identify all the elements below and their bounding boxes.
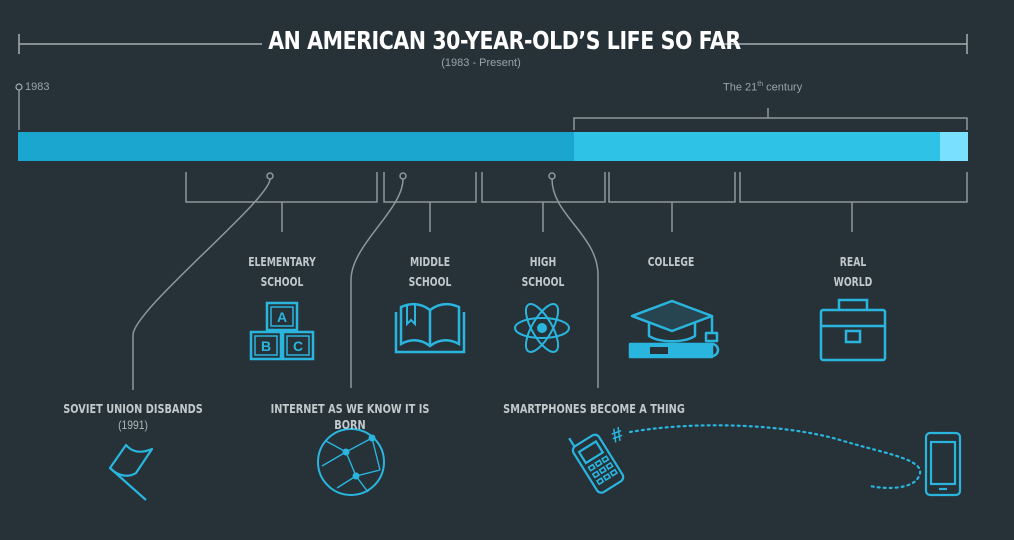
stage-label-college: COLLEGE: [647, 254, 695, 269]
stage-label-high: HIGH SCHOOL: [521, 254, 565, 289]
event-soviet-union: SOVIET UNION DISBANDS (1991): [63, 401, 203, 432]
timeline-bar-20th-century: [18, 132, 574, 161]
event-internet: INTERNET AS WE KNOW IT IS BORN: [270, 401, 430, 432]
bracket-high: [481, 172, 606, 232]
stage-label-elementary: ELEMENTARY SCHOOL: [248, 254, 316, 289]
event-smartphones: SMARTPHONES BECOME A THING: [503, 401, 685, 416]
page-title: AN AMERICAN 30-YEAR-OLD’S LIFE SO FAR: [268, 26, 741, 55]
century-bracket: [573, 108, 968, 130]
bracket-middle: [383, 172, 477, 232]
briefcase-icon: [819, 298, 887, 362]
atom-icon: [514, 303, 570, 353]
graduation-cap-icon: [628, 299, 720, 359]
leader-smartphones: [548, 172, 599, 388]
feature-phone-icon: [568, 433, 625, 494]
start-marker: [15, 83, 23, 130]
bracket-elementary: [185, 172, 378, 232]
smartphone-icon: [924, 431, 962, 497]
timeline-bar-present: [940, 132, 968, 161]
start-year-label: 1983: [25, 81, 50, 93]
leader-soviet: [132, 172, 274, 390]
globe-network-icon: [317, 428, 385, 496]
timeline-bar-21st-century: [574, 132, 940, 161]
open-book-icon: [394, 302, 466, 354]
page-subtitle: (1983 - Present): [441, 57, 521, 69]
dotted-path: [628, 424, 922, 489]
block-letter-a: A: [277, 309, 287, 325]
hashtag-symbol: #: [608, 423, 626, 447]
bracket-real-world: [739, 172, 968, 232]
stage-label-middle: MIDDLE SCHOOL: [408, 254, 452, 289]
flag-icon: [108, 443, 154, 501]
stage-label-real-world: REAL WORLD: [833, 254, 873, 289]
block-letter-b: B: [261, 338, 271, 354]
abc-blocks-icon: [249, 301, 315, 361]
block-letter-c: C: [293, 338, 303, 354]
cellphone-to-smartphone-icon: #: [568, 423, 962, 497]
title-rule-left: [18, 34, 262, 54]
century-label: The 21th century: [723, 81, 803, 94]
bracket-college: [608, 172, 736, 232]
title-rule-right: [718, 34, 968, 54]
leader-internet: [350, 172, 407, 388]
